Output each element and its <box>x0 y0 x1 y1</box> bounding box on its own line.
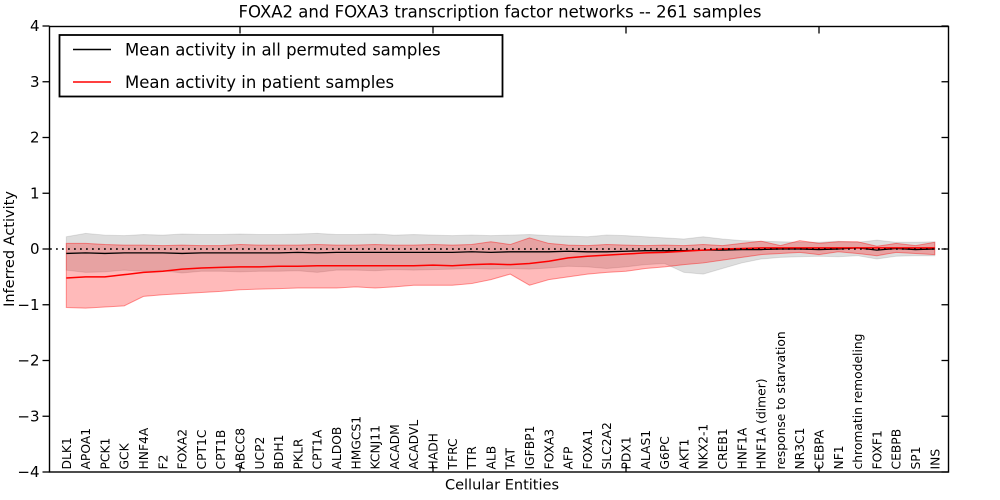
patient-samples-range-band <box>65 237 936 309</box>
y-tick-label: −3 <box>17 407 39 425</box>
y-axis-label: Inferred Activity <box>2 191 18 307</box>
y-tick-label: 3 <box>30 73 40 91</box>
x-category-label: APOA1 <box>79 428 93 470</box>
x-category-label: TFRC <box>446 438 460 470</box>
x-category-label: HNF1A (dimer) <box>755 378 769 469</box>
x-category-label: HNF1A <box>735 427 749 469</box>
x-category-label: chromatin remodeling <box>851 334 865 470</box>
x-category-label: AKT1 <box>677 439 691 470</box>
x-category-label: ALB <box>484 446 498 470</box>
chart-title: FOXA2 and FOXA3 transcription factor net… <box>239 3 762 22</box>
x-category-label: FOXA3 <box>542 429 556 470</box>
x-category-label: F2 <box>156 455 170 470</box>
x-category-label: HMGCS1 <box>349 416 363 470</box>
permuted-samples-range-band <box>65 232 936 275</box>
x-category-label: BDH1 <box>272 435 286 470</box>
x-category-label: PKLR <box>291 438 305 469</box>
y-axis-ticks: −4 −3 −2 −1 0 1 2 3 4 <box>17 17 949 481</box>
legend-entry-0: Mean activity in all permuted samples <box>73 41 441 60</box>
y-tick-label: 4 <box>30 17 40 35</box>
x-category-label: CPT1B <box>214 430 228 470</box>
x-category-label: IGFBP1 <box>523 426 537 470</box>
y-tick-label: −2 <box>17 352 39 370</box>
x-category-label: CREB1 <box>716 428 730 469</box>
x-category-label: CPT1A <box>311 429 325 469</box>
legend-frame <box>58 34 504 98</box>
y-tick-label: −1 <box>17 296 39 314</box>
x-category-label: NR3C1 <box>793 428 807 470</box>
x-category-label: response to starvation <box>774 331 788 469</box>
x-category-label: AFP <box>562 447 576 470</box>
x-category-label: G6PC <box>658 436 672 469</box>
y-tick-label: 2 <box>30 129 40 147</box>
y-tick-label: −4 <box>17 463 39 481</box>
legend-label: Mean activity in all permuted samples <box>125 41 441 60</box>
x-category-label: ACADVL <box>407 420 421 470</box>
x-category-label: SLC2A2 <box>600 422 614 469</box>
x-category-label: TTR <box>465 446 479 471</box>
x-category-label: FOXF1 <box>870 430 884 469</box>
x-category-label: KCNJ11 <box>369 425 383 469</box>
x-category-label: SP1 <box>909 446 923 469</box>
legend-label: Mean activity in patient samples <box>125 73 394 92</box>
x-category-label: PCK1 <box>98 438 112 470</box>
x-category-label: CPT1C <box>195 430 209 470</box>
x-category-label: NKX2-1 <box>697 424 711 470</box>
y-tick-label: 0 <box>30 240 40 258</box>
legend-entry-1: Mean activity in patient samples <box>73 73 394 92</box>
x-category-label: ABCC8 <box>234 428 248 470</box>
x-category-label: ACADM <box>388 424 402 469</box>
x-category-label: GCK <box>118 442 132 469</box>
x-category-label: CEBPB <box>890 429 904 470</box>
x-category-label: ALDOB <box>330 427 344 470</box>
x-category-label: PDX1 <box>620 436 634 469</box>
x-category-label: TAT <box>504 447 518 470</box>
x-category-label: FOXA1 <box>581 429 595 470</box>
x-category-label: HADH <box>427 433 441 469</box>
legend-box: Mean activity in all permuted samples Mea… <box>58 34 504 98</box>
x-category-label: INS <box>928 449 942 470</box>
y-tick-label: 1 <box>30 184 40 202</box>
x-category-label: HNF4A <box>137 427 151 469</box>
x-category-label: FOXA2 <box>176 429 190 470</box>
x-category-label: DLK1 <box>60 437 74 469</box>
x-category-labels: DLK1 APOA1 PCK1 GCK HNF4A F2 FOXA2 CPT1C CPT1B AB… <box>60 331 942 471</box>
x-category-label: ALAS1 <box>639 430 653 470</box>
x-category-label: NF1 <box>832 445 846 469</box>
x-category-label: CEBPA <box>813 429 827 469</box>
x-axis-label: Cellular Entities <box>445 478 559 494</box>
patient-mean-line <box>66 247 935 279</box>
x-axis-ticks <box>239 26 820 472</box>
x-category-label: UCP2 <box>253 437 267 470</box>
permuted-mean-line <box>66 247 935 255</box>
